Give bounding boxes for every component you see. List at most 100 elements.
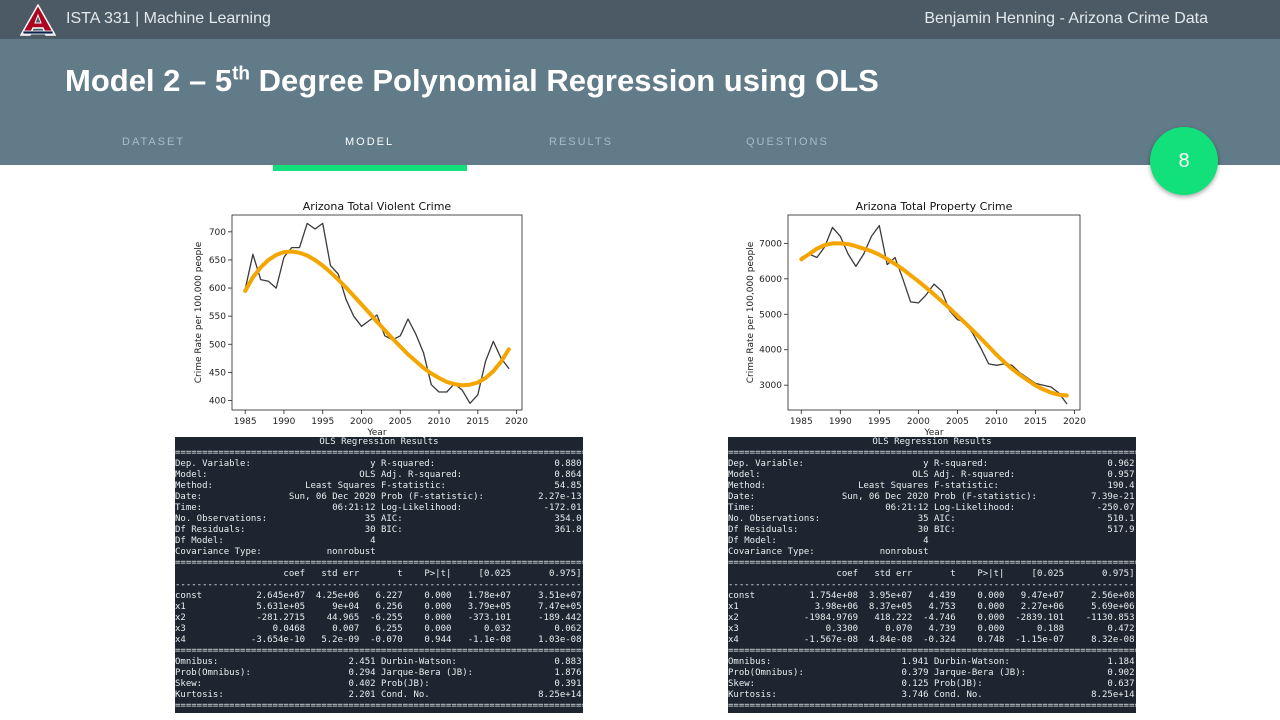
stat-label: AIC: [380, 514, 403, 524]
table-separator: ========================================… [175, 646, 583, 656]
stat-value: 3.746 [901, 690, 929, 700]
coef-value: 0.000 [977, 602, 1005, 612]
stat-value: -250.07 [1096, 503, 1135, 513]
course-name: ISTA 331 | Machine Learning [66, 10, 271, 27]
observed-data-line [800, 224, 1068, 405]
coef-column-header: [0.025 [478, 569, 512, 579]
coef-value: 6.255 [375, 624, 403, 634]
coef-column-header: [0.025 [1031, 569, 1065, 579]
property-crime-plot: Arizona Total Property Crime 1985 1990 1995… [746, 200, 1086, 435]
stat-label: Cond. No. [380, 690, 430, 700]
table-separator: ----------------------------------------… [728, 580, 1136, 590]
y-tick-label: 600 [209, 284, 226, 294]
chart-title: Arizona Total Property Crime [856, 200, 1013, 213]
stat-value: 2.201 [348, 690, 376, 700]
stat-value: 30 [917, 525, 929, 535]
coef-value: 0.032 [483, 624, 512, 634]
coef-row-name: x3 [175, 624, 186, 634]
stat-label: F-statistic: [933, 481, 999, 491]
coef-column-header: 0.975] [548, 569, 582, 579]
stat-value: 510.1 [1107, 514, 1135, 524]
stat-value: nonrobust [326, 547, 376, 557]
coef-value: -189.442 [538, 613, 582, 623]
coef-column-header: P>|t| [977, 569, 1005, 579]
stat-label: Adj. R-squared: [933, 470, 1016, 480]
stat-label: Covariance Type: [175, 547, 262, 557]
coef-value: 0.0468 [272, 624, 306, 634]
coef-value: 0.007 [332, 624, 360, 634]
coef-value: 6.256 [375, 602, 403, 612]
stat-value: Least Squares [858, 481, 929, 491]
university-logo-icon [20, 4, 56, 36]
stat-value: 8.25e+14 [1091, 690, 1135, 700]
table-separator: ========================================… [728, 646, 1136, 656]
stat-label: Prob(Omnibus): [175, 668, 251, 678]
coef-value: 0.070 [885, 624, 913, 634]
stat-label: Prob(JB): [933, 679, 983, 689]
coef-row-name: const [728, 591, 756, 601]
coef-value: 0.000 [424, 613, 452, 623]
coef-value: -1.15e-07 [1015, 635, 1065, 645]
stat-label: Time: [175, 503, 203, 513]
stat-label: Df Model: [175, 536, 224, 546]
polynomial-fit-line [799, 241, 1069, 398]
table-separator: ========================================… [728, 701, 1136, 711]
coef-row-name: const [175, 591, 203, 601]
coef-row-name: x4 [175, 635, 186, 645]
x-tick-label: 2020 [505, 417, 528, 427]
stat-value: 0.391 [554, 679, 582, 689]
stat-value: 0.902 [1107, 668, 1135, 678]
table-separator: ========================================… [728, 448, 1136, 458]
stat-value: 1.941 [901, 657, 929, 667]
table-title: OLS Regression Results [319, 437, 439, 447]
coef-value: 0.000 [977, 624, 1005, 634]
stat-value: 0.880 [554, 459, 582, 469]
violent-crime-chart: Arizona Total Violent Crime 1985 1990 1995 2… [188, 195, 538, 435]
coef-value: 0.188 [1036, 624, 1065, 634]
coef-value: 0.472 [1107, 624, 1135, 634]
property-crime-chart: Arizona Total Property Crime 1985 1990 1995… [742, 195, 1092, 435]
coef-value: 3.79e+05 [467, 602, 512, 612]
chart-title: Arizona Total Violent Crime [303, 200, 452, 213]
stat-label: Model: [728, 470, 761, 480]
coef-value: 4.25e+06 [315, 591, 360, 601]
stat-value: 06:21:12 [332, 503, 376, 513]
coef-column-header: std err [874, 569, 913, 579]
x-tick-label: 1995 [311, 417, 334, 427]
nav-tab-results[interactable]: RESULTS [549, 136, 613, 148]
stat-value: 35 [364, 514, 376, 524]
x-tick-label: 2010 [985, 417, 1008, 427]
y-tick-label: 3000 [759, 381, 782, 391]
stat-value: 0.883 [554, 657, 582, 667]
y-tick-label: 5000 [759, 310, 782, 320]
x-tick-label: 2000 [907, 417, 930, 427]
stat-label: Skew: [175, 679, 203, 689]
slide-title: Model 2 – 5th Degree Polynomial Regressi… [65, 63, 879, 99]
stat-label: Durbin-Watson: [380, 657, 457, 667]
coef-column-header: std err [321, 569, 360, 579]
plot-frame [231, 214, 523, 411]
coef-value: -1.567e-08 [803, 635, 859, 645]
x-tick-label: 2005 [389, 417, 412, 427]
coef-value: 8.37e+05 [868, 602, 913, 612]
coef-value: 4.84e-08 [868, 635, 913, 645]
nav-tab-model[interactable]: MODEL [345, 136, 395, 148]
coef-value: 0.944 [424, 635, 452, 645]
stat-label: Jarque-Bera (JB): [933, 668, 1027, 678]
stat-value: 1.184 [1107, 657, 1135, 667]
x-tick-label: 1990 [272, 417, 295, 427]
coef-row-name: x1 [728, 602, 739, 612]
coef-value: 1.754e+08 [809, 591, 859, 601]
nav-tab-questions[interactable]: QUESTIONS [746, 136, 829, 148]
coef-value: 2.645e+07 [256, 591, 306, 601]
table-separator: ----------------------------------------… [175, 580, 583, 590]
x-tick-label: 2010 [428, 417, 451, 427]
coef-value: 0.000 [977, 613, 1005, 623]
stat-value: OLS [359, 470, 376, 480]
x-tick-label: 2000 [350, 417, 373, 427]
stat-value: 8.25e+14 [538, 690, 582, 700]
stat-label: BIC: [380, 525, 403, 535]
nav-tab-dataset[interactable]: DATASET [122, 136, 186, 148]
polynomial-fit-line [243, 249, 511, 388]
stat-label: Kurtosis: [175, 690, 224, 700]
